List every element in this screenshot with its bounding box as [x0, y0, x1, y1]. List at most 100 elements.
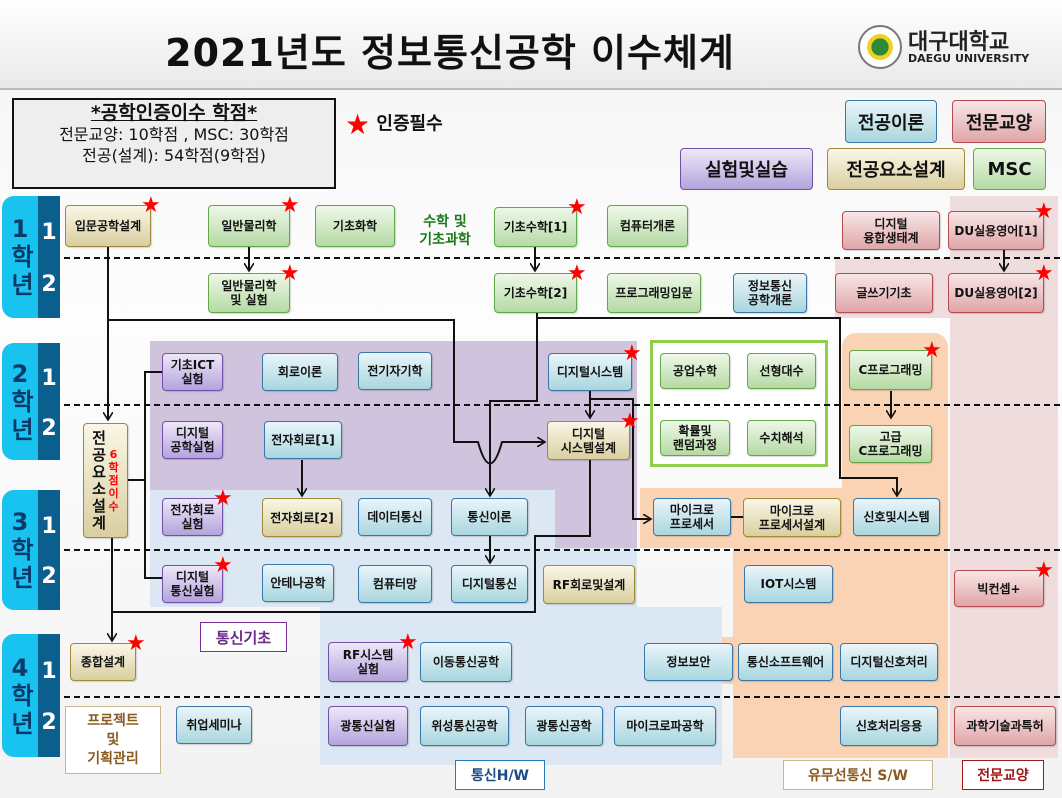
course-box: 확률및 랜덤과정 — [660, 420, 730, 456]
semester-divider — [64, 404, 1060, 406]
course-box: 회로이론 — [262, 353, 338, 391]
course-box: 전자회로[1] — [264, 421, 342, 459]
line-intro-to-digital-design — [108, 319, 545, 465]
course-box: 광통신실험 — [328, 706, 408, 746]
required-star-icon: ★ — [1034, 558, 1054, 583]
year-number: 3 — [11, 508, 29, 536]
course-box: 일반물리학 — [208, 205, 290, 247]
university-logo: 대구대학교 DAEGU UNIVERSITY — [858, 22, 1038, 72]
course-box: 디지털신호처리 — [840, 643, 938, 681]
design-elements-box: 전공요소설계 6학점이수 — [83, 423, 128, 538]
course-box: C프로그래밍 — [849, 350, 932, 390]
semester-1: 1 — [41, 658, 57, 684]
title-bar: 2021년도 정보통신공학 이수체계 대구대학교 DAEGU UNIVERSIT… — [0, 0, 1062, 90]
course-box: 기초수학[2] — [494, 273, 577, 313]
comm-sw-label: 유무선통신 S/W — [783, 760, 933, 790]
year-label: 3 학년 — [2, 490, 38, 610]
course-box: 빅컨셉+ — [954, 570, 1044, 607]
year-label: 2 학년 — [2, 343, 38, 460]
course-box: 전자회로[2] — [262, 498, 342, 537]
year-unit: 학년 — [6, 682, 34, 739]
design-credits-label: 6학점이수 — [108, 448, 119, 513]
course-box: 신호및시스템 — [853, 498, 940, 536]
semester-divider — [64, 257, 1060, 259]
semester-divider — [64, 549, 1060, 551]
course-box: 정보통신 공학개론 — [733, 273, 807, 313]
legend-liberal: 전문교양 — [952, 100, 1046, 143]
course-box: RF시스템 실험 — [328, 642, 408, 682]
course-box: 마이크로파공학 — [614, 706, 716, 746]
course-box: 안테나공학 — [262, 564, 334, 602]
course-box: 디지털통신 — [451, 565, 528, 603]
course-box: 마이크로 프로세서설계 — [743, 498, 841, 537]
year-number: 2 — [11, 359, 29, 388]
year-unit: 학년 — [6, 244, 34, 300]
course-box: 수치해석 — [747, 420, 816, 456]
line-digital-design-down — [112, 460, 591, 613]
semester-2: 2 — [41, 564, 57, 590]
course-box: 기초수학[1] — [494, 207, 577, 247]
course-box: 고급 C프로그래밍 — [849, 425, 932, 463]
required-star-icon: ★ — [280, 261, 300, 286]
credit-heading: *공학인증이수 학점* — [90, 102, 258, 124]
course-box: 신호처리응용 — [840, 706, 938, 746]
required-star-icon: ★ — [567, 195, 587, 220]
course-box: 위성통신공학 — [420, 706, 509, 746]
legend-theory: 전공이론 — [845, 100, 937, 143]
year-unit: 학년 — [6, 388, 34, 445]
year-number: 4 — [11, 653, 29, 682]
semester-divider — [64, 696, 1060, 698]
course-box: 디지털 공학실험 — [162, 421, 223, 459]
legend-lab: 실험및실습 — [680, 148, 813, 190]
course-box: IOT시스템 — [744, 565, 833, 603]
course-box: 기초화학 — [315, 205, 395, 247]
credit-line-2: 전공(설계): 54학점(9학점) — [82, 146, 266, 165]
project-management-label: 프로젝트 및 기획관리 — [65, 706, 161, 774]
year-label: 4 학년 — [2, 634, 38, 757]
course-box: 디지털시스템 — [548, 353, 632, 391]
course-box: 입문공학설계 — [65, 205, 151, 247]
required-star-icon: ★ — [620, 409, 640, 434]
course-box: 기초ICT 실험 — [162, 353, 223, 391]
required-star-icon: ★ — [398, 630, 418, 655]
semester-2: 2 — [41, 710, 57, 736]
semester-2: 2 — [41, 271, 57, 297]
bracket-design-elements — [128, 371, 162, 579]
credit-requirements-box: *공학인증이수 학점* 전문교양: 10학점 , MSC: 30학점 전공(설계… — [12, 98, 336, 189]
page-title: 2021년도 정보통신공학 이수체계 — [165, 31, 735, 75]
course-box: 전기자기학 — [358, 352, 432, 390]
math-science-label: 수학 및 기초과학 — [419, 214, 471, 248]
star-legend: ★ 인증필수 — [345, 108, 443, 141]
course-box: DU실용영어[2] — [948, 273, 1044, 313]
design-elements-label: 전공요소설계 — [92, 428, 106, 532]
semester-1: 1 — [41, 366, 57, 392]
required-star-icon: ★ — [141, 193, 161, 218]
university-seal-icon — [858, 25, 902, 69]
course-box: 정보보안 — [644, 643, 733, 681]
legend-msc: MSC — [973, 148, 1046, 190]
course-box: 일반물리학 및 실험 — [208, 273, 290, 313]
course-box: 통신소프트웨어 — [738, 643, 833, 681]
course-box: 취업세미나 — [176, 706, 252, 744]
comm-hw-label: 통신H/W — [455, 760, 545, 790]
year-unit: 학년 — [6, 537, 34, 593]
required-star-icon: ★ — [622, 341, 642, 366]
required-star-icon: ★ — [1034, 261, 1054, 286]
line-digital-to-micro — [590, 398, 651, 519]
course-box: 공업수학 — [660, 353, 730, 389]
logo-name-en: DAEGU UNIVERSITY — [908, 52, 1030, 65]
legend-design: 전공요소설계 — [827, 148, 965, 190]
liberal-label: 전문교양 — [962, 760, 1044, 790]
course-box: 프로그래밍입문 — [607, 273, 701, 313]
course-box: DU실용영어[1] — [948, 211, 1044, 250]
required-star-icon: ★ — [922, 338, 942, 363]
required-star-icon: ★ — [280, 193, 300, 218]
course-box: 컴퓨터개론 — [607, 205, 688, 247]
year-label: 1 학년 — [2, 196, 38, 318]
line-math-to-comm-theory — [490, 313, 538, 496]
credit-line-1: 전문교양: 10학점 , MSC: 30학점 — [59, 125, 289, 144]
